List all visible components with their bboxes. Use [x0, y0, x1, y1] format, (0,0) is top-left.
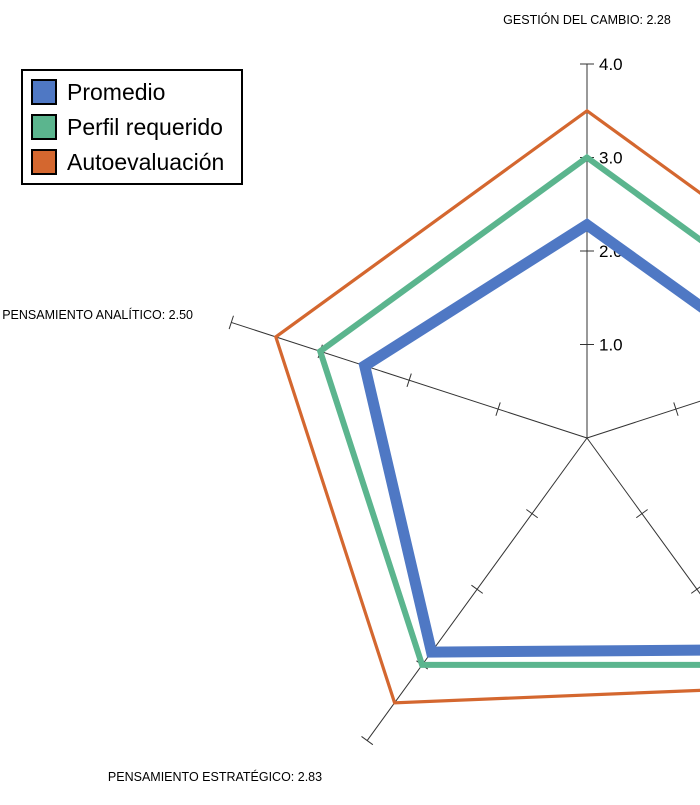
axis-tick-3-2: [690, 586, 700, 594]
radial-tick-label: 4.0: [599, 55, 623, 74]
axis-tick-5-1: [495, 402, 501, 416]
radial-tick-label: 3.0: [599, 149, 623, 168]
axis-tick-2-1: [673, 402, 679, 416]
radial-tick-label: 1.0: [599, 336, 623, 355]
series-1-polygon: [358, 218, 700, 658]
legend-label-3: Autoevaluación: [67, 149, 224, 175]
series-3-polygon: [273, 108, 700, 705]
legend-swatch-1: [31, 79, 57, 105]
axis-tick-4-1: [526, 509, 538, 519]
series-layer: [273, 108, 700, 705]
axis-tick-5-4: [228, 315, 234, 330]
legend-swatch-3: [31, 149, 57, 175]
legend-swatch-2: [31, 114, 57, 140]
legend-label-1: Promedio: [67, 79, 165, 105]
series-2-polygon: [316, 153, 700, 668]
axis-label-5: PENSAMIENTO ANALÍTICO: 2.50: [2, 307, 193, 322]
legend-box: [21, 69, 243, 185]
labels-layer: GESTIÓN DEL CAMBIO: 2.28 PENSAMIENTO ESTR…: [2, 12, 671, 784]
axes-layer: 1.02.03.04.0: [228, 55, 700, 746]
axis-tick-4-4: [361, 736, 374, 746]
axis-label-4: PENSAMIENTO ESTRATÉGICO: 2.83: [108, 769, 322, 784]
axis-tick-4-2: [471, 584, 484, 594]
legend: Promedio Perfil requerido Autoevaluación: [21, 69, 243, 185]
legend-label-2: Perfil requerido: [67, 114, 223, 140]
axis-line-2: [586, 400, 700, 439]
axis-tick-3-1: [636, 509, 648, 519]
axis-tick-5-2: [406, 373, 412, 388]
axis-label-1: GESTIÓN DEL CAMBIO: 2.28: [503, 12, 671, 27]
